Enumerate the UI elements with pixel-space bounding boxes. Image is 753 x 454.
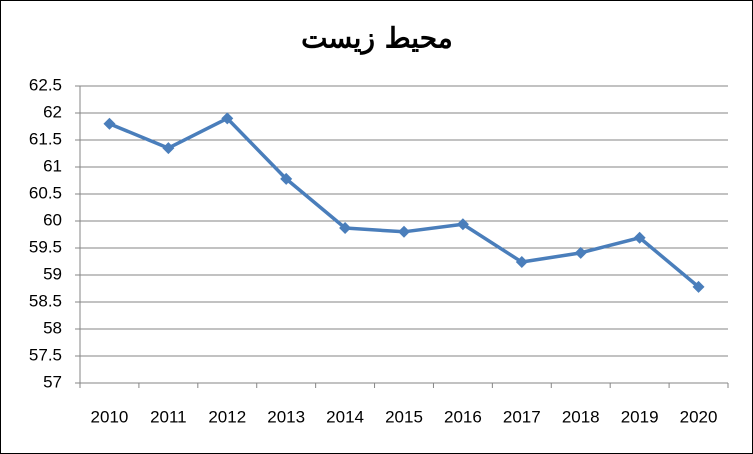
- marker: [339, 222, 352, 235]
- y-tick-label: 58.5: [29, 291, 62, 310]
- marker: [221, 112, 234, 125]
- y-tick-label: 62.5: [29, 75, 62, 94]
- marker: [515, 256, 528, 269]
- x-tick-label: 2016: [444, 407, 482, 426]
- y-tick-label: 61.5: [29, 129, 62, 148]
- chart-title: محیط زیست: [301, 22, 453, 56]
- marker: [633, 231, 646, 244]
- y-tick-label: 59: [43, 264, 62, 283]
- y-tick-label: 60: [43, 210, 62, 229]
- y-tick-label: 58: [43, 318, 62, 337]
- x-tick-label: 2019: [621, 407, 659, 426]
- marker: [574, 246, 587, 259]
- x-tick-label: 2020: [680, 407, 718, 426]
- x-tick-label: 2015: [385, 407, 423, 426]
- marker: [103, 117, 116, 130]
- x-tick-label: 2013: [267, 407, 305, 426]
- x-tick-label: 2010: [91, 407, 129, 426]
- x-tick-label: 2011: [150, 407, 187, 426]
- y-tick-label: 57: [43, 372, 62, 391]
- marker: [162, 142, 175, 155]
- marker: [692, 280, 705, 293]
- x-tick-label: 2014: [326, 407, 364, 426]
- marker: [456, 218, 469, 231]
- y-tick-label: 62: [43, 102, 62, 121]
- y-tick-label: 61: [43, 156, 62, 175]
- x-tick-label: 2017: [503, 407, 541, 426]
- y-tick-label: 60.5: [29, 183, 62, 202]
- marker: [398, 225, 410, 238]
- x-tick-label: 2018: [562, 407, 600, 426]
- x-tick-label: 2012: [208, 407, 246, 426]
- y-tick-label: 57.5: [29, 345, 62, 364]
- y-tick-label: 59.5: [29, 237, 62, 256]
- marker: [280, 172, 293, 185]
